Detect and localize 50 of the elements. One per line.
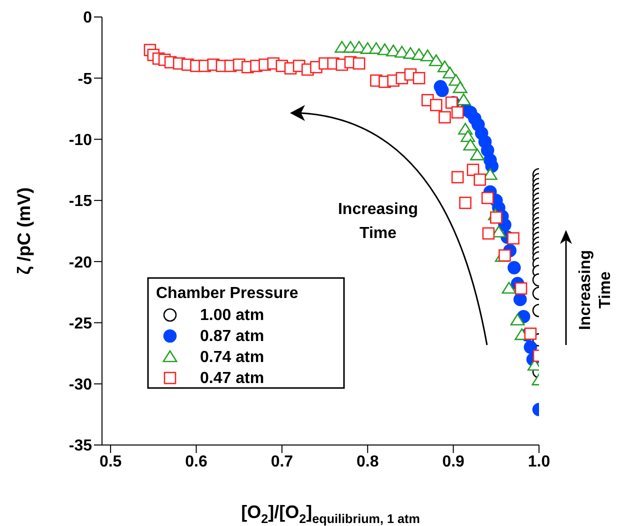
- annotation: Increasing Time: [338, 201, 418, 242]
- legend-label: 0.87 atm: [200, 328, 264, 345]
- x-tick-label: 0.5: [99, 453, 122, 470]
- point: [498, 249, 511, 262]
- y-tick-label: 0: [83, 10, 92, 27]
- y-axis-title: ζ /pC (mV): [14, 187, 34, 275]
- point: [474, 173, 486, 186]
- point: [412, 72, 426, 84]
- point: [524, 328, 537, 340]
- point: [507, 232, 520, 244]
- y-tick-label: -5: [78, 70, 92, 88]
- point: [463, 138, 478, 151]
- point: [502, 282, 516, 294]
- point: [452, 81, 468, 94]
- point: [490, 211, 502, 224]
- x-tick-label: 0.7: [270, 453, 294, 470]
- point: [460, 130, 476, 142]
- point: [514, 292, 527, 306]
- point: [510, 314, 525, 326]
- x-axis-title: [O$_{2}$]/[O$_{2}$]$_{equilibrium, 1 atm}$: [241, 502, 420, 526]
- x-tick-label: 0.9: [442, 453, 465, 470]
- legend-label: 1.00 atm: [200, 307, 264, 324]
- y-tick-label: -10: [68, 132, 92, 149]
- y-tick-label: -25: [68, 315, 92, 332]
- point: [451, 106, 464, 119]
- point: [470, 148, 485, 160]
- point: [428, 54, 444, 66]
- x-tick-label: 0.8: [356, 453, 379, 470]
- text: Increasing Time: [577, 250, 614, 330]
- y-tick-label: -35: [68, 438, 92, 455]
- point: [524, 340, 538, 354]
- point: [430, 98, 442, 112]
- point: [508, 261, 521, 274]
- point: [456, 94, 471, 106]
- legend-label: 0.47 atm: [200, 370, 264, 387]
- point: [436, 84, 449, 98]
- y-tick-label: -30: [68, 376, 92, 394]
- point: [481, 192, 494, 204]
- y-tick-label: -20: [68, 254, 92, 272]
- point: [485, 160, 499, 173]
- point: [482, 227, 495, 240]
- point: [352, 57, 366, 70]
- point: [420, 49, 435, 62]
- y-tick-label: -15: [68, 193, 92, 210]
- point: [442, 66, 458, 78]
- x-tick-label: 1.0: [528, 453, 550, 470]
- legend-label: 0.74 atm: [200, 349, 264, 366]
- point: [514, 282, 528, 295]
- legend-title: Chamber Pressure: [156, 285, 298, 302]
- x-tick-label: 0.6: [185, 453, 208, 470]
